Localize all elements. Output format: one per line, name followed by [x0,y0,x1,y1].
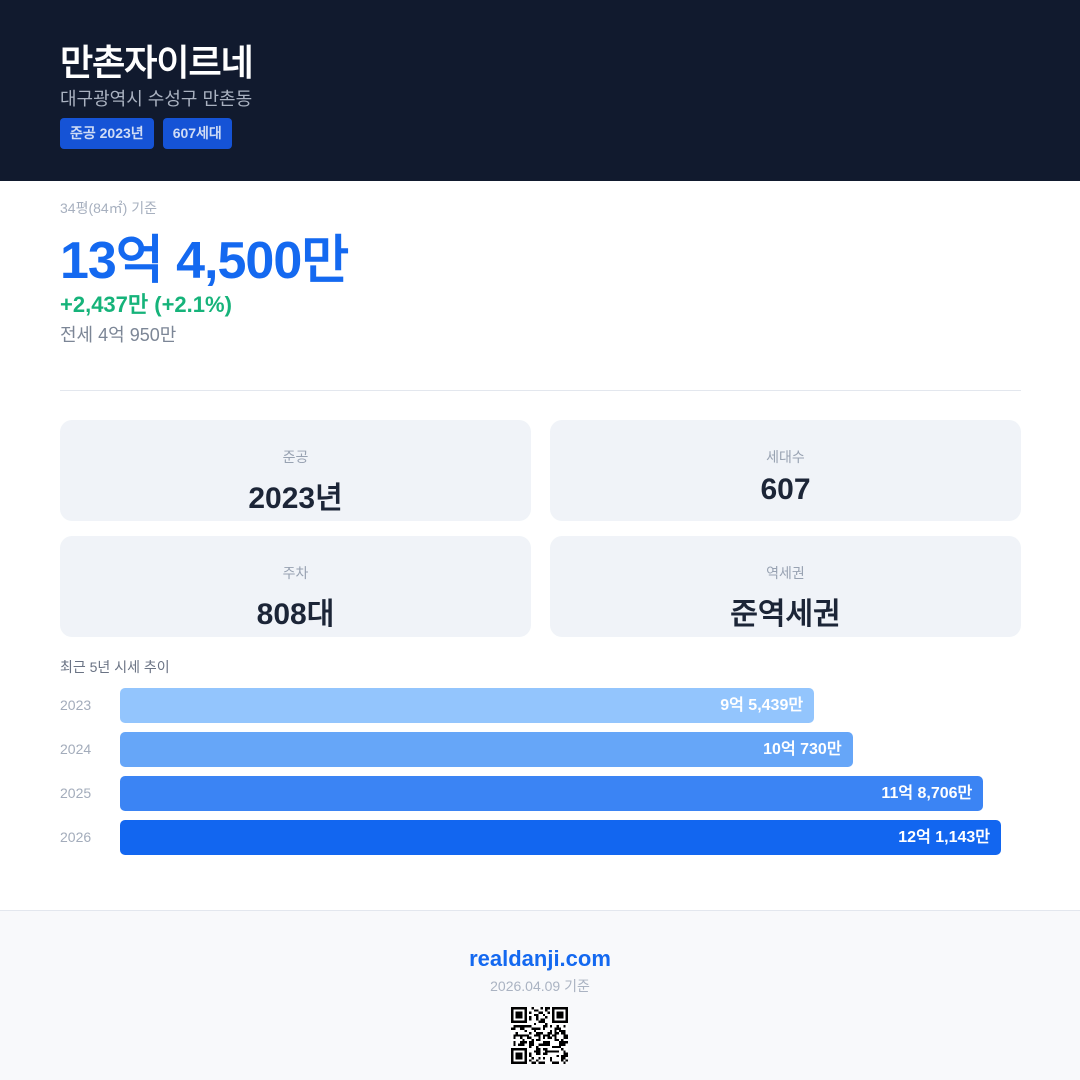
badge-completion: 준공 2023년 [60,118,154,149]
badge-households: 607세대 [162,118,232,149]
stat-value: 607 [760,473,811,506]
stat-label: 역세권 [766,565,805,581]
footer-date: 2026.04.09 기준 [490,978,590,994]
stat-label: 세대수 [766,449,805,465]
footer: realdanji.com 2026.04.09 기준 [0,910,1080,1080]
trend-row: 2026 12억 1,143만 [60,820,1020,855]
address: 대구광역시 수성구 만촌동 [60,89,253,109]
price-change: +2,437만 (+2.1%) [60,292,232,317]
trend-row: 2024 10억 730만 [60,732,1020,767]
trend-year: 2023 [60,697,92,713]
jeonse-price: 전세 4억 950만 [60,325,177,345]
trend-bar: 12억 1,143만 [120,820,1001,855]
badges: 준공 2023년 607세대 [60,118,232,149]
price-basis: 34평(84㎡) 기준 [60,200,157,216]
stat-card-completion: 준공 2023년 [60,420,531,521]
stat-label: 주차 [282,565,309,581]
trend-title: 최근 5년 시세 추이 [60,659,170,675]
trend-row: 2023 9억 5,439만 [60,688,1020,723]
trend-bar: 11억 8,706만 [120,776,984,811]
price-value: 13억 4,500만 [60,232,349,290]
qr-code[interactable] [511,1007,568,1064]
stat-value: 2023년 [248,482,343,515]
stat-value: 준역세권 [730,598,841,631]
trend-bar: 10억 730만 [120,732,853,767]
trend-row: 2025 11억 8,706만 [60,776,1020,811]
stat-label: 준공 [282,449,309,465]
trend-year: 2026 [60,829,92,845]
stat-value: 808대 [256,598,335,631]
site-link[interactable]: realdanji.com [469,946,611,971]
complex-title: 만촌자이르네 [60,42,254,83]
trend-year: 2025 [60,785,92,801]
stat-card-station: 역세권 준역세권 [550,536,1021,637]
header: 만촌자이르네 대구광역시 수성구 만촌동 준공 2023년 607세대 [0,0,1080,181]
trend-bar: 9억 5,439만 [120,688,815,723]
trend-year: 2024 [60,741,92,757]
stat-card-households: 세대수 607 [550,420,1021,521]
divider [60,390,1021,391]
stat-card-parking: 주차 808대 [60,536,531,637]
